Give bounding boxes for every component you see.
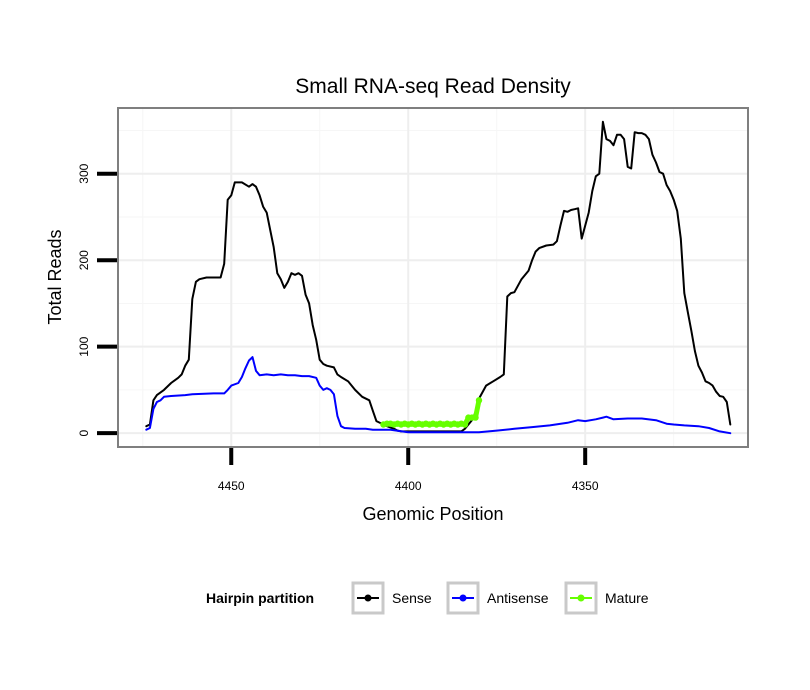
- legend-title: Hairpin partition: [206, 590, 314, 606]
- x-tick-label-0: 4450: [218, 479, 245, 493]
- y-tick-label-2: 200: [77, 250, 91, 270]
- series-line-antisense: [145, 356, 732, 435]
- plot-background: [118, 108, 748, 447]
- legend-key-dot-mature: [577, 594, 585, 602]
- mature-point-27: [475, 397, 483, 404]
- legend-key-dot-sense: [364, 594, 372, 602]
- x-tick-label-2: 4350: [572, 479, 599, 493]
- plot-border: [117, 107, 749, 448]
- legend-key-dot-antisense: [459, 594, 467, 602]
- x-tick-label-1: 4400: [395, 479, 422, 493]
- y-tick-label-3: 300: [77, 163, 91, 183]
- mature-point-23: [461, 421, 469, 428]
- y-axis-title: Total Reads: [45, 229, 65, 324]
- legend-label-sense: Sense: [392, 590, 432, 606]
- chart-title: Small RNA-seq Read Density: [295, 75, 571, 98]
- series-line-sense: [145, 120, 732, 433]
- mature-point-26: [472, 414, 479, 421]
- x-axis-title: Genomic Position: [362, 504, 503, 524]
- y-tick-label-0: 0: [77, 430, 91, 437]
- legend-label-mature: Mature: [605, 590, 649, 606]
- y-tick-label-1: 100: [77, 336, 91, 356]
- legend-label-antisense: Antisense: [487, 590, 549, 606]
- plot-layer: 0 100 200 300 4450 4400 4350: [77, 107, 749, 493]
- legend: Hairpin partition Sense Antisense Mature: [206, 581, 649, 615]
